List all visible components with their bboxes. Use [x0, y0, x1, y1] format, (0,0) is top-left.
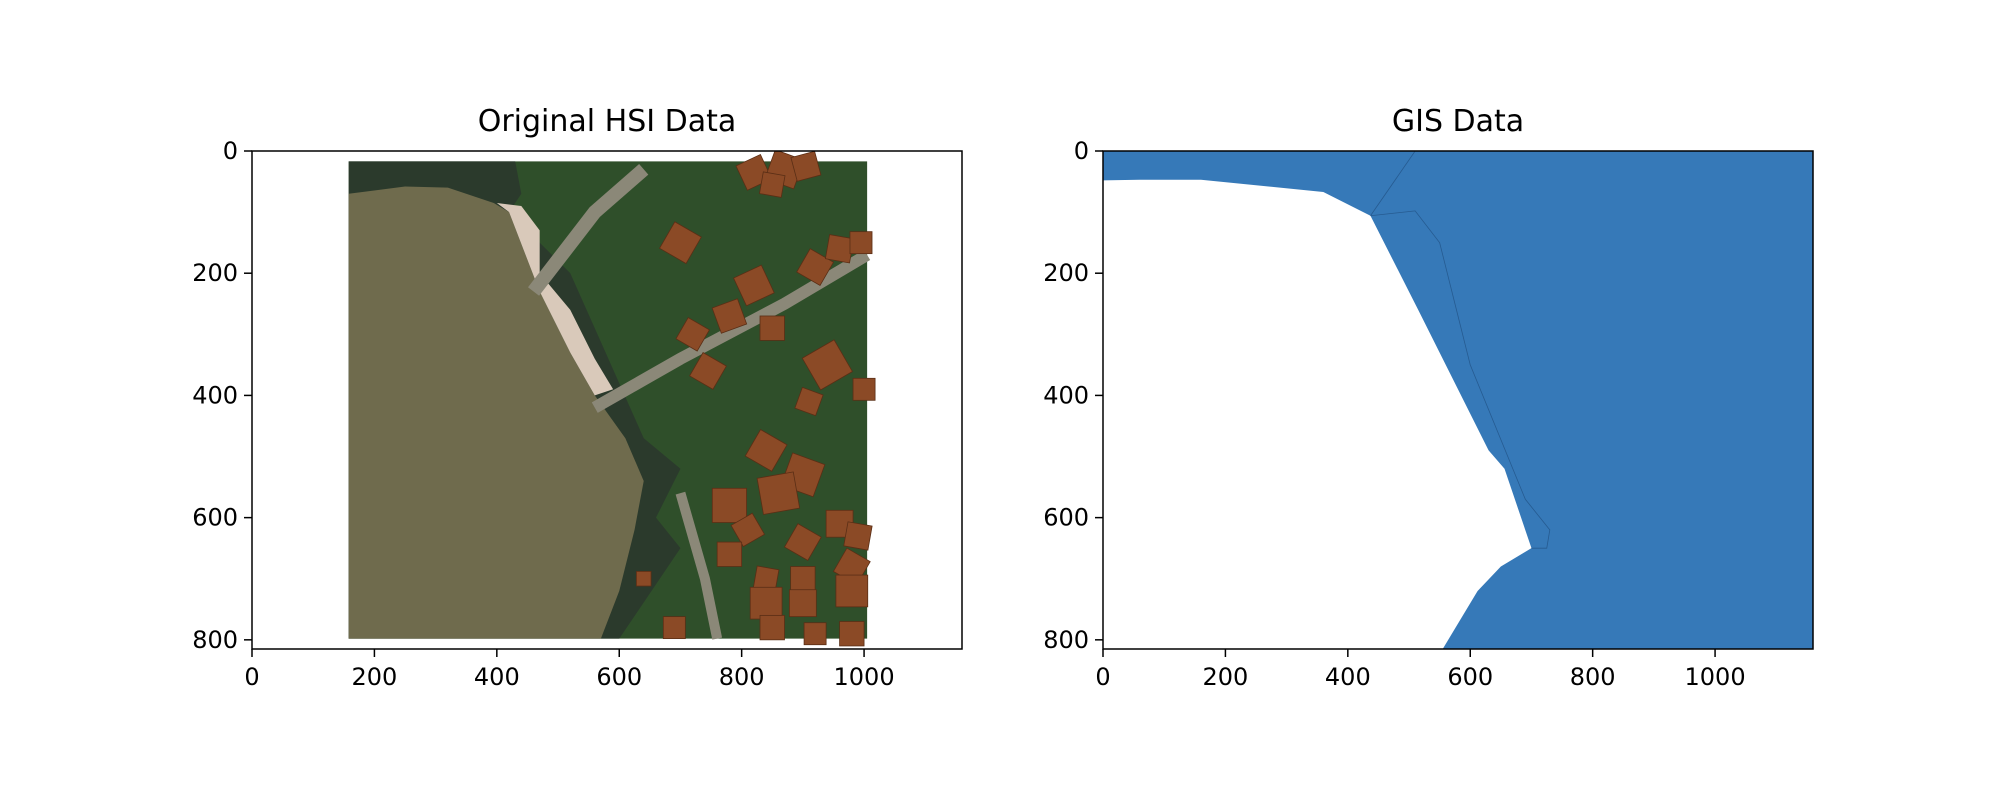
hsi-x-tick-label: 400 [474, 663, 520, 691]
gis-y-tick-label: 600 [1043, 504, 1089, 532]
gis-panel: GIS Data 0 200 400 600 800 1000 0 200 400 600 800 [1043, 104, 1814, 691]
gis-x-tick-label: 200 [1203, 663, 1249, 691]
hsi-x-tick-label: 600 [596, 663, 642, 691]
hsi-y-tick-label: 0 [223, 137, 238, 165]
hsi-building [662, 616, 686, 640]
hsi-building [796, 248, 835, 287]
hsi-building [689, 352, 727, 390]
gis-y-axis: 0 200 400 600 800 [1043, 137, 1103, 654]
hsi-y-tick-label: 800 [192, 626, 238, 654]
hsi-building [839, 621, 865, 647]
hsi-building [756, 471, 801, 515]
gis-x-tick-label: 400 [1325, 663, 1371, 691]
hsi-building [849, 231, 873, 255]
hsi-building [835, 574, 869, 608]
hsi-panel: Original HSI Data 0 200 400 600 800 1000 0 200… [192, 104, 963, 691]
hsi-building [790, 151, 822, 182]
hsi-y-tick-label: 200 [192, 259, 238, 287]
hsi-y-axis: 0 200 400 600 800 [192, 137, 252, 654]
gis-y-tick-label: 200 [1043, 259, 1089, 287]
hsi-water [348, 186, 644, 639]
hsi-building [635, 570, 652, 587]
hsi-building [803, 622, 827, 646]
hsi-building [759, 171, 786, 198]
hsi-title: Original HSI Data [478, 104, 737, 139]
hsi-building [788, 589, 817, 618]
gis-y-tick-label: 0 [1074, 137, 1089, 165]
hsi-axes-frame [251, 150, 963, 650]
gis-x-tick-label: 0 [1095, 663, 1110, 691]
hsi-road [675, 491, 723, 640]
gis-x-tick-label: 800 [1570, 663, 1616, 691]
hsi-x-tick-label: 800 [719, 663, 765, 691]
hsi-building [801, 339, 853, 391]
hsi-building [675, 317, 710, 352]
hsi-x-axis: 0 200 400 600 800 1000 [244, 649, 895, 691]
gis-title: GIS Data [1392, 104, 1524, 139]
hsi-building [733, 264, 775, 307]
gis-divider-line [1370, 151, 1416, 216]
hsi-building [711, 487, 747, 523]
hsi-x-tick-label: 200 [352, 663, 398, 691]
gis-x-tick-label: 1000 [1685, 663, 1746, 691]
hsi-building [783, 523, 822, 561]
hsi-building [716, 541, 743, 567]
hsi-texture [349, 161, 867, 638]
hsi-building [711, 298, 748, 334]
gis-x-tick-label: 600 [1447, 663, 1493, 691]
hsi-building [852, 377, 876, 401]
hsi-building [794, 386, 824, 417]
hsi-x-tick-label: 1000 [834, 663, 895, 691]
gis-inner-boundary [1370, 210, 1551, 549]
hsi-image [348, 151, 876, 647]
hsi-y-tick-label: 400 [192, 381, 238, 409]
gis-axes-frame [1102, 150, 1814, 650]
gis-map [1103, 151, 1813, 649]
gis-empty-area [1103, 179, 1532, 649]
gis-y-tick-label: 800 [1043, 626, 1089, 654]
hsi-building [759, 315, 785, 341]
gis-y-tick-label: 400 [1043, 381, 1089, 409]
hsi-y-tick-label: 600 [192, 504, 238, 532]
hsi-building [730, 512, 766, 548]
gis-x-axis: 0 200 400 600 800 1000 [1095, 649, 1746, 691]
hsi-building [659, 221, 702, 265]
hsi-x-tick-label: 0 [244, 663, 259, 691]
hsi-building [744, 428, 788, 472]
hsi-building [843, 521, 873, 551]
hsi-beach [496, 202, 614, 396]
hsi-road [528, 164, 649, 296]
hsi-road [591, 249, 871, 413]
hsi-building [759, 614, 785, 641]
hsi-building [790, 566, 816, 592]
